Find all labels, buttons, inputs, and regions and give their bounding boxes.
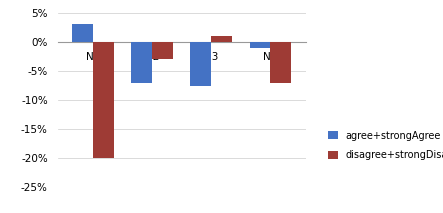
Bar bbox=[152, 42, 173, 59]
Bar bbox=[249, 42, 270, 48]
Bar bbox=[132, 42, 152, 83]
Bar bbox=[72, 24, 93, 42]
Bar bbox=[270, 42, 291, 83]
Bar bbox=[190, 42, 211, 86]
Bar bbox=[211, 36, 232, 42]
Bar bbox=[93, 42, 114, 158]
Legend: agree+strongAgree, disagree+strongDisagree: agree+strongAgree, disagree+strongDisagr… bbox=[323, 126, 443, 165]
